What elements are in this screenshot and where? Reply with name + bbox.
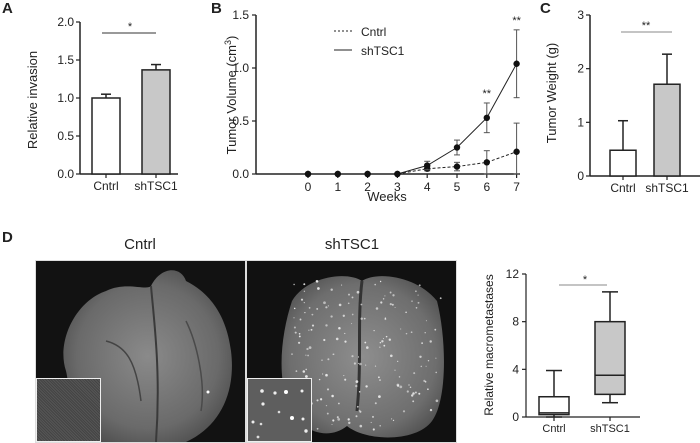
y-tick-label: 8 xyxy=(512,315,519,329)
bar-cntrl xyxy=(91,97,121,175)
y-tick-label: 4 xyxy=(512,362,519,376)
x-tick-label: 0 xyxy=(305,180,312,194)
panel-c-letter: C xyxy=(540,0,551,17)
bar-cntrl xyxy=(609,149,637,177)
x-tick-label: Cntrl xyxy=(93,179,118,193)
y-tick-label: 0.0 xyxy=(232,167,249,181)
y-tick-label: 0 xyxy=(512,410,519,424)
y-tick-label: 1.5 xyxy=(57,53,74,67)
x-tick-label: shTSC1 xyxy=(645,181,689,195)
panel-d-ylabel: Relative macrometastases xyxy=(482,274,496,415)
panel-b-chart: Tumor Volume (cm3) 0.0 0.5 1.0 1.5 0 1 2 3 4 5 6 7… xyxy=(223,8,522,204)
legend-shtsc1: shTSC1 xyxy=(361,44,405,58)
inset-zoom-shtsc1 xyxy=(247,378,312,442)
legend-cntrl: Cntrl xyxy=(361,25,386,39)
significance-marker: ** xyxy=(483,88,492,100)
lung-image-shtsc1 xyxy=(246,260,457,443)
data-point xyxy=(483,159,490,166)
x-tick-label: 5 xyxy=(454,180,461,194)
panel-a-ylabel: Relative invasion xyxy=(25,51,40,149)
bar-shtsc1 xyxy=(141,69,171,175)
y-tick-label: 2 xyxy=(577,62,584,76)
x-tick-label: 1 xyxy=(334,180,341,194)
data-point xyxy=(334,170,341,178)
data-point xyxy=(424,162,431,169)
image-title-cntrl: Cntrl xyxy=(124,236,156,253)
panel-c-significance: ** xyxy=(642,20,651,32)
panel-c-chart: Tumor Weight (g) 0 1 2 3 Cntrl shTSC1 ** xyxy=(544,8,700,195)
box-shtsc1 xyxy=(594,320,626,396)
panel-d-letter: D xyxy=(2,229,13,246)
x-tick-label: 2 xyxy=(364,180,371,194)
image-title-shtsc1: shTSC1 xyxy=(324,236,380,253)
y-tick-label: 12 xyxy=(506,267,520,281)
x-tick-label: 6 xyxy=(483,180,490,194)
panel-b-xlabel: Weeks xyxy=(367,189,407,204)
y-tick-label: 0.0 xyxy=(57,167,74,181)
y-tick-label: 0.5 xyxy=(57,129,74,143)
x-tick-label: Cntrl xyxy=(610,181,635,195)
bar-shtsc1 xyxy=(653,83,681,177)
data-point xyxy=(483,114,490,122)
data-point xyxy=(394,170,401,178)
x-tick-label: shTSC1 xyxy=(590,423,630,435)
panel-c-ylabel: Tumor Weight (g) xyxy=(544,43,559,143)
panel-b-letter: B xyxy=(211,0,222,17)
y-tick-label: 1 xyxy=(577,115,584,129)
panel-a-chart: Relative invasion 0.0 0.5 1.0 1.5 2.0 Cntrl s… xyxy=(25,15,178,193)
box-cntrl xyxy=(538,395,570,416)
significance-marker: ** xyxy=(512,15,521,27)
y-tick-label: 1.0 xyxy=(57,91,74,105)
y-tick-label: 0.5 xyxy=(232,114,249,128)
panel-d-boxplot: Relative macrometastases 0 4 8 12 Cntrl shTS… xyxy=(482,267,640,435)
panel-d-significance: * xyxy=(583,274,588,286)
data-point xyxy=(513,148,520,155)
data-point xyxy=(304,170,312,178)
data-point xyxy=(513,60,520,67)
x-tick-label: 3 xyxy=(394,180,401,194)
panel-a-letter: A xyxy=(2,0,13,17)
panel-a-significance: * xyxy=(128,21,133,33)
y-tick-label: 1.5 xyxy=(232,8,249,22)
series-line-shtsc1 xyxy=(308,63,518,175)
x-tick-label: 4 xyxy=(424,180,431,194)
data-point xyxy=(453,144,461,151)
inset-zoom-cntrl xyxy=(36,378,101,442)
y-tick-label: 3 xyxy=(577,8,584,22)
y-tick-label: 0 xyxy=(577,169,584,183)
lung-image-cntrl xyxy=(35,260,246,443)
data-point xyxy=(364,170,371,178)
data-point xyxy=(453,163,461,170)
x-tick-label: 7 xyxy=(513,180,520,194)
y-tick-label: 1.0 xyxy=(232,61,249,75)
panel-b-ylabel: Tumor Volume (cm3) xyxy=(223,36,239,155)
y-tick-label: 2.0 xyxy=(57,15,74,29)
x-tick-label: Cntrl xyxy=(542,423,565,435)
x-tick-label: shTSC1 xyxy=(134,179,178,193)
